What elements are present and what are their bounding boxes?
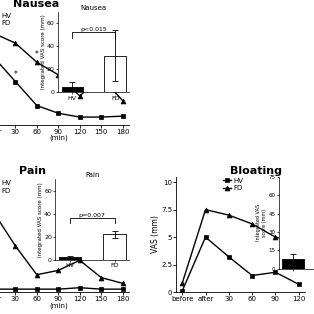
FD — [78, 258, 82, 262]
HV — [121, 287, 125, 291]
HV — [35, 287, 39, 291]
Line: HV: HV — [180, 235, 301, 293]
HV — [57, 287, 60, 291]
Text: *: * — [78, 84, 82, 93]
X-axis label: (min): (min) — [49, 302, 68, 309]
FD — [99, 276, 103, 279]
HV — [14, 80, 17, 84]
FD — [57, 73, 60, 77]
Line: FD: FD — [0, 210, 125, 286]
Legend: HV, FD: HV, FD — [0, 180, 11, 193]
Text: *: * — [35, 51, 39, 59]
HV — [35, 104, 39, 107]
HV — [180, 289, 184, 293]
Text: Nausea: Nausea — [13, 0, 59, 9]
X-axis label: (min): (min) — [49, 135, 68, 141]
Text: Bloating: Bloating — [230, 166, 282, 176]
HV — [273, 270, 277, 274]
HV — [78, 286, 82, 290]
Text: Pain: Pain — [19, 166, 46, 176]
FD — [121, 99, 125, 103]
FD — [203, 208, 207, 212]
HV — [99, 115, 103, 119]
FD — [121, 281, 125, 285]
FD — [78, 94, 82, 98]
FD — [180, 281, 184, 285]
Y-axis label: VAS (mm): VAS (mm) — [151, 215, 160, 253]
Text: +: + — [295, 231, 302, 241]
Line: FD: FD — [180, 207, 301, 286]
FD — [297, 241, 300, 245]
HV — [250, 274, 254, 278]
FD — [35, 60, 39, 64]
FD — [35, 273, 39, 277]
FD — [14, 41, 17, 45]
Legend: HV, FD: HV, FD — [223, 178, 243, 191]
FD — [273, 235, 277, 239]
HV — [78, 115, 82, 119]
Line: HV: HV — [0, 285, 125, 292]
FD — [227, 213, 231, 217]
HV — [14, 287, 17, 291]
FD — [250, 222, 254, 226]
Legend: HV, FD: HV, FD — [0, 13, 11, 26]
HV — [227, 255, 231, 259]
FD — [14, 244, 17, 248]
Line: FD: FD — [0, 31, 125, 103]
HV — [57, 111, 60, 115]
HV — [121, 114, 125, 118]
FD — [99, 75, 103, 78]
Line: HV: HV — [0, 55, 125, 120]
Text: *: * — [14, 70, 17, 78]
HV — [203, 235, 207, 239]
HV — [297, 283, 300, 286]
FD — [57, 268, 60, 272]
HV — [99, 287, 103, 291]
